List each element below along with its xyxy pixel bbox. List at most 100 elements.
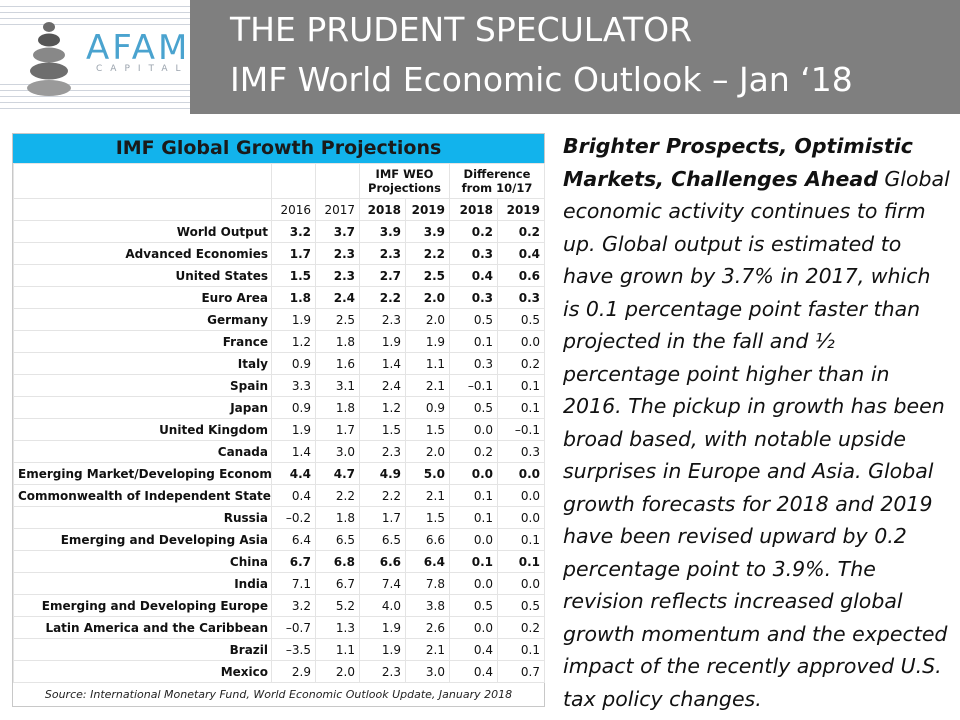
table-row: Euro Area 1.8 2.4 2.2 2.0 0.3 0.3	[13, 286, 545, 309]
table-cell: 0.2	[449, 220, 498, 243]
table-cell: 0.1	[449, 506, 498, 529]
table-row: Emerging Market/Developing Economies 4.4 4…	[13, 462, 545, 485]
group-header-row: IMF WEO Projections Difference from 10/1…	[13, 163, 545, 199]
table-row: United States 1.5 2.3 2.7 2.5 0.4 0.6	[13, 264, 545, 287]
table-cell: 3.3	[271, 374, 316, 397]
table-cell: 0.5	[449, 594, 498, 617]
table-cell: 2.1	[405, 484, 450, 507]
table-cell: 1.9	[405, 330, 450, 353]
table-cell: 3.9	[359, 220, 406, 243]
table-cell: 0.1	[449, 550, 498, 573]
table-cell: 6.7	[315, 572, 360, 595]
table-cell: 1.9	[271, 308, 316, 331]
table-cell: 0.6	[497, 264, 545, 287]
table-cell: 1.7	[271, 242, 316, 265]
table-cell: –0.7	[271, 616, 316, 639]
table-row: World Output 3.2 3.7 3.9 3.9 0.2 0.2	[13, 220, 545, 243]
table-cell: 2.1	[405, 638, 450, 661]
growth-projections-table: IMF Global Growth Projections IMF WEO Pr…	[12, 133, 545, 707]
table-cell: 6.5	[315, 528, 360, 551]
row-label: Commonwealth of Independent States	[13, 484, 272, 507]
table-cell: 2.0	[405, 286, 450, 309]
table-cell: 0.9	[405, 396, 450, 419]
row-label: Euro Area	[13, 286, 272, 309]
table-row: Japan 0.9 1.8 1.2 0.9 0.5 0.1	[13, 396, 545, 419]
table-cell: 1.9	[359, 330, 406, 353]
table-cell: 2.4	[359, 374, 406, 397]
table-cell: 0.4	[271, 484, 316, 507]
row-label: Germany	[13, 308, 272, 331]
row-label: Italy	[13, 352, 272, 375]
table-cell: 3.0	[405, 660, 450, 683]
row-label: Brazil	[13, 638, 272, 661]
table-cell: 0.2	[449, 440, 498, 463]
table-row: Brazil –3.5 1.1 1.9 2.1 0.4 0.1	[13, 638, 545, 661]
row-label: Latin America and the Caribbean	[13, 616, 272, 639]
year-header: 2019	[405, 198, 450, 221]
stacked-stones-icon	[27, 22, 71, 96]
table-cell: 1.6	[315, 352, 360, 375]
table-cell: 6.7	[271, 550, 316, 573]
table-cell: 0.1	[449, 330, 498, 353]
table-cell: 2.1	[405, 374, 450, 397]
year-header: 2018	[449, 198, 498, 221]
table-row: Commonwealth of Independent States 0.4 2.2…	[13, 484, 545, 507]
row-label: Mexico	[13, 660, 272, 683]
table-cell: 0.0	[449, 528, 498, 551]
table-cell: 1.9	[271, 418, 316, 441]
table-cell: 2.3	[315, 264, 360, 287]
table-cell: 0.1	[497, 396, 545, 419]
table-cell: 0.4	[497, 242, 545, 265]
table-cell: –0.1	[497, 418, 545, 441]
table-cell: 2.0	[315, 660, 360, 683]
table-cell: 2.4	[315, 286, 360, 309]
table-row: Canada 1.4 3.0 2.3 2.0 0.2 0.3	[13, 440, 545, 463]
table-cell: 0.3	[449, 286, 498, 309]
table-cell: 4.9	[359, 462, 406, 485]
table-cell: 1.3	[315, 616, 360, 639]
table-cell: 3.8	[405, 594, 450, 617]
table-source: Source: International Monetary Fund, Wor…	[44, 688, 513, 701]
table-row: Emerging and Developing Europe 3.2 5.2 4.0 3…	[13, 594, 545, 617]
table-cell: 1.5	[359, 418, 406, 441]
table-cell: 0.5	[497, 594, 545, 617]
table-cell: 3.0	[315, 440, 360, 463]
table-cell: 3.7	[315, 220, 360, 243]
table-cell: 2.3	[359, 440, 406, 463]
table-cell: 1.2	[271, 330, 316, 353]
table-cell: 0.7	[497, 660, 545, 683]
table-cell: –0.2	[271, 506, 316, 529]
commentary-heading: Brighter Prospects, Optimistic Markets, …	[563, 134, 913, 191]
table-cell: 1.9	[359, 638, 406, 661]
table-cell: 6.6	[359, 550, 406, 573]
table-cell: 3.2	[271, 594, 316, 617]
year-header: 2019	[497, 198, 545, 221]
table-cell: 0.1	[449, 484, 498, 507]
table-cell: 1.4	[271, 440, 316, 463]
table-cell: 6.4	[271, 528, 316, 551]
table-cell: 0.0	[449, 418, 498, 441]
table-cell: 3.9	[405, 220, 450, 243]
year-header: 2018	[359, 198, 406, 221]
weo-projections-header: IMF WEO Projections	[359, 163, 450, 199]
year-header-row: 2016 2017 2018 2019 2018 2019	[13, 198, 545, 221]
table-row: China 6.7 6.8 6.6 6.4 0.1 0.1	[13, 550, 545, 573]
table-cell: 1.1	[405, 352, 450, 375]
table-row: India 7.1 6.7 7.4 7.8 0.0 0.0	[13, 572, 545, 595]
commentary-body: Global economic activity continues to fi…	[563, 166, 950, 711]
table-row: Mexico 2.9 2.0 2.3 3.0 0.4 0.7	[13, 660, 545, 683]
table-cell: 1.2	[359, 396, 406, 419]
table-cell: 5.2	[315, 594, 360, 617]
table-cell: 2.5	[405, 264, 450, 287]
table-cell: 0.0	[497, 572, 545, 595]
row-label: World Output	[13, 220, 272, 243]
header-banner: AFAM CAPITAL THE PRUDENT SPECULATOR IMF …	[0, 0, 960, 114]
commentary-text: Brighter Prospects, Optimistic Markets, …	[563, 130, 953, 715]
table-cell: 7.1	[271, 572, 316, 595]
table-cell: 7.8	[405, 572, 450, 595]
table-cell: 0.9	[271, 396, 316, 419]
table-cell: 0.0	[497, 484, 545, 507]
table-cell: 0.1	[497, 638, 545, 661]
row-label: India	[13, 572, 272, 595]
table-row: Italy 0.9 1.6 1.4 1.1 0.3 0.2	[13, 352, 545, 375]
